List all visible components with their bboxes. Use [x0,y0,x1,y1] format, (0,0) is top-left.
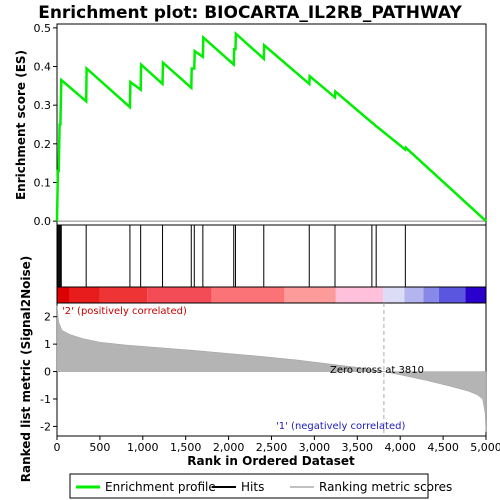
es-y-tick-label: 0.2 [34,138,52,151]
color-bar-segment [404,287,424,303]
legend-box [69,473,429,499]
color-bar-segment [69,287,100,303]
metric-y-tick-label: -2 [40,420,51,433]
color-bar-segment [147,287,212,303]
es-y-tick-label: 0.4 [34,61,52,74]
es-y-axis: 0.0 0.1 0.2 0.3 0.4 0.5 [34,22,486,228]
negative-correlation-annotation: '1' (negatively correlated) [276,421,405,432]
metric-y-tick-label: -1 [40,393,51,406]
positive-correlation-annotation: '2' (positively correlated) [62,306,187,317]
zero-cross-annotation: Zero cross at 3810 [330,365,424,376]
hits-panel [57,225,406,287]
es-y-tick-label: 0.5 [34,22,52,35]
metric-y-tick-label: 1 [44,338,51,351]
color-bar-segment [383,287,405,303]
metric-y-tick-label: 2 [44,311,51,324]
x-tick-label: 2,000 [213,441,245,454]
x-axis: 0 500 1,000 1,500 2,000 2,500 3,000 3,500 4,000 4… [54,436,500,454]
es-panel-frame [56,23,487,226]
x-tick-label: 1,000 [127,441,159,454]
color-bar-segment [99,287,148,303]
color-bar-segment [423,287,439,303]
color-bar-segment [335,287,384,303]
legend-label: Ranking metric scores [319,480,452,494]
legend: Enrichment profile Hits Ranking metric sco… [76,480,452,494]
x-tick-label: 0 [54,441,61,454]
x-tick-label: 4,500 [427,441,459,454]
x-axis-label: Rank in Ordered Dataset [187,454,355,468]
chart-title: Enrichment plot: BIOCARTA_IL2RB_PATHWAY [38,3,462,23]
ranking-color-bar [57,287,486,303]
legend-label: Hits [241,480,264,494]
color-bar-segment [465,287,486,303]
metric-y-axis-label: Ranked list metric (Signal2Noise) [19,256,33,483]
color-bar-segment [438,287,466,303]
enrichment-profile-line [55,30,487,223]
metric-y-tick-label: 0 [44,366,51,379]
es-y-axis-label: Enrichment score (ES) [14,50,28,200]
x-tick-label: 5,000 [470,441,500,454]
x-tick-label: 3,500 [342,441,374,454]
es-y-tick-label: 0.1 [34,176,52,189]
x-tick-label: 4,000 [384,441,416,454]
legend-label: Enrichment profile [105,480,216,494]
x-tick-label: 2,500 [256,441,288,454]
ranking-metric-area [56,305,487,432]
ranking-metric-series [56,303,487,436]
color-bar-segment [57,287,70,303]
es-y-tick-label: 0.0 [34,215,52,228]
x-tick-label: 1,500 [170,441,202,454]
enrichment-profile-series [55,30,487,223]
color-bar-segment [284,287,336,303]
x-tick-label: 500 [89,441,110,454]
color-bar-segment [211,287,285,303]
hits-panel-frame [56,224,487,288]
es-y-tick-label: 0.3 [34,99,52,112]
metric-y-axis: -2 -1 0 1 2 [40,311,57,433]
x-tick-label: 3,000 [299,441,331,454]
